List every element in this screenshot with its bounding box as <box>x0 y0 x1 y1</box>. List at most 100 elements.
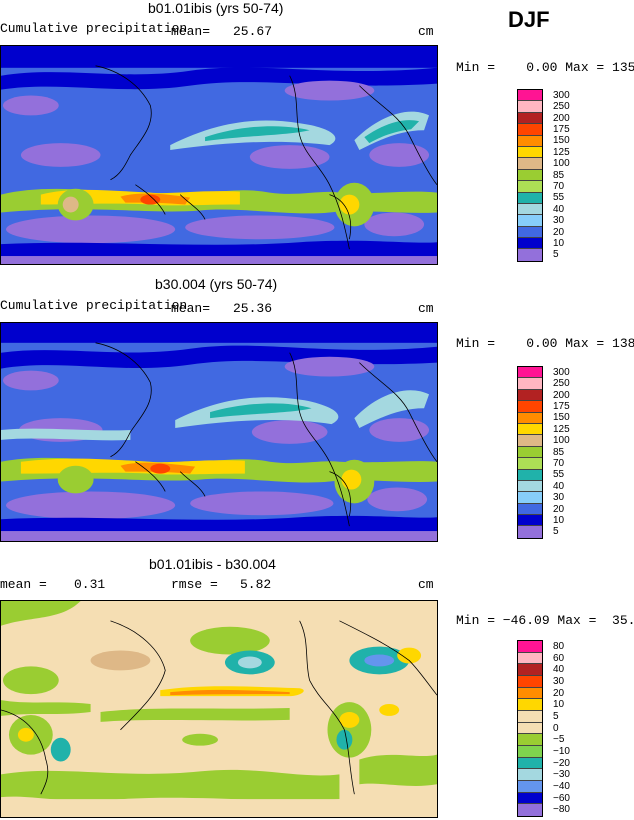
colorbar-tick-label: 100 <box>553 435 570 447</box>
colorbar-tick-label: 40 <box>553 664 565 676</box>
colorbar-swatch <box>518 146 542 159</box>
colorbar-swatch <box>518 675 542 688</box>
panel-2-units: cm <box>418 301 434 316</box>
colorbar-tick-label: 85 <box>553 169 565 181</box>
colorbar-swatch <box>518 722 542 735</box>
colorbar-tick-label: 200 <box>553 112 570 124</box>
panel-1-field-label: Cumulative precipitation <box>0 21 188 36</box>
panel-2-mean-value: 25.36 <box>233 301 273 316</box>
panel-1-minmax: Min = 0.00 Max = 135.98 <box>456 60 634 75</box>
colorbar-tick-label: 85 <box>553 446 565 458</box>
colorbar-tick-label: −20 <box>553 757 570 769</box>
panel-1-units: cm <box>418 24 434 39</box>
colorbar-swatch <box>518 780 542 793</box>
colorbar-tick-label: 10 <box>553 699 565 711</box>
colorbar-swatch <box>518 710 542 723</box>
colorbar-tick-label: 5 <box>553 710 559 722</box>
colorbar-tick-label: 150 <box>553 135 570 147</box>
colorbar-swatch <box>518 734 542 746</box>
colorbar-tick-label: 100 <box>553 158 570 170</box>
colorbar-tick-label: 70 <box>553 180 565 192</box>
colorbar-tick-label: 200 <box>553 389 570 401</box>
season-label: DJF <box>508 7 550 32</box>
panel-3-colorbar <box>517 640 543 817</box>
colorbar-swatch <box>518 480 542 493</box>
colorbar-swatch <box>518 181 542 193</box>
colorbar-tick-label: 125 <box>553 146 570 158</box>
colorbar-swatch <box>518 90 542 102</box>
colorbar-tick-label: 20 <box>553 226 565 238</box>
panel-3-units: cm <box>418 577 434 592</box>
panel-3-rmse-value: 5.82 <box>240 577 272 592</box>
panel-3-diff-field <box>1 601 437 817</box>
colorbar-swatch <box>518 226 542 239</box>
panel-3-map <box>0 600 438 818</box>
colorbar-tick-label: −60 <box>553 792 570 804</box>
panel-1-precip-field <box>1 46 437 264</box>
colorbar-tick-label: 0 <box>553 722 559 734</box>
panel-1-map <box>0 45 438 265</box>
colorbar-swatch <box>518 192 542 204</box>
colorbar-tick-label: −40 <box>553 780 570 792</box>
colorbar-swatch <box>518 699 542 711</box>
colorbar-tick-label: −80 <box>553 804 570 816</box>
colorbar-swatch <box>518 769 542 781</box>
panel-1-colorbar <box>517 89 543 262</box>
colorbar-tick-label: 5 <box>553 249 559 261</box>
colorbar-swatch <box>518 389 542 402</box>
colorbar-tick-label: 30 <box>553 675 565 687</box>
panel-2-minmax: Min = 0.00 Max = 138.14 <box>456 336 634 351</box>
colorbar-tick-label: 150 <box>553 412 570 424</box>
colorbar-tick-label: 55 <box>553 192 565 204</box>
colorbar-tick-label: 55 <box>553 469 565 481</box>
panel-2-mean-label: mean= <box>171 301 211 316</box>
colorbar-swatch <box>518 238 542 250</box>
colorbar-swatch <box>518 503 542 516</box>
panel-3-title: b01.01ibis - b30.004 <box>149 556 276 572</box>
colorbar-swatch <box>518 446 542 459</box>
panel-1-title: b01.01ibis (yrs 50-74) <box>148 0 284 16</box>
colorbar-tick-label: 10 <box>553 514 565 526</box>
colorbar-tick-label: 10 <box>553 237 565 249</box>
colorbar-swatch <box>518 792 542 805</box>
colorbar-tick-label: 20 <box>553 687 565 699</box>
colorbar-tick-label: 300 <box>553 89 570 101</box>
colorbar-swatch <box>518 124 542 136</box>
colorbar-tick-label: 40 <box>553 203 565 215</box>
colorbar-swatch <box>518 158 542 170</box>
colorbar-swatch <box>518 367 542 379</box>
panel-1-mean-label: mean= <box>171 24 211 39</box>
colorbar-swatch <box>518 515 542 527</box>
colorbar-swatch <box>518 112 542 125</box>
colorbar-tick-label: −5 <box>553 734 565 746</box>
panel-2-map <box>0 322 438 542</box>
colorbar-tick-label: 60 <box>553 652 565 664</box>
colorbar-tick-label: 250 <box>553 101 570 113</box>
panel-2-precip-field <box>1 323 437 541</box>
colorbar-tick-label: −10 <box>553 745 570 757</box>
colorbar-tick-label: 30 <box>553 215 565 227</box>
colorbar-swatch <box>518 135 542 147</box>
colorbar-swatch <box>518 169 542 182</box>
colorbar-tick-label: 70 <box>553 457 565 469</box>
colorbar-swatch <box>518 664 542 676</box>
colorbar-swatch <box>518 101 542 113</box>
colorbar-tick-label: 20 <box>553 503 565 515</box>
colorbar-swatch <box>518 492 542 504</box>
colorbar-swatch <box>518 401 542 413</box>
colorbar-tick-label: 80 <box>553 640 565 652</box>
colorbar-swatch <box>518 458 542 470</box>
panel-2-title: b30.004 (yrs 50-74) <box>155 276 278 292</box>
colorbar-tick-label: 5 <box>553 526 559 538</box>
colorbar-swatch <box>518 215 542 227</box>
colorbar-swatch <box>518 378 542 390</box>
colorbar-swatch <box>518 469 542 481</box>
panel-1-mean-value: 25.67 <box>233 24 273 39</box>
colorbar-swatch <box>518 804 542 816</box>
colorbar-swatch <box>518 687 542 700</box>
colorbar-swatch <box>518 757 542 770</box>
colorbar-tick-label: 30 <box>553 492 565 504</box>
panel-2-colorbar <box>517 366 543 539</box>
colorbar-tick-label: 300 <box>553 366 570 378</box>
colorbar-tick-label: 125 <box>553 423 570 435</box>
